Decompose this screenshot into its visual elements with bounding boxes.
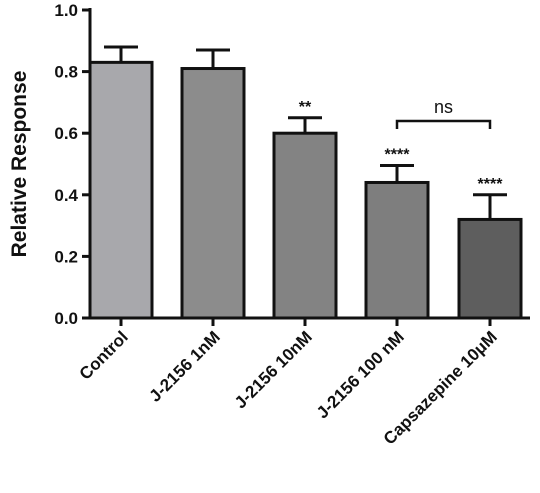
- y-tick-label-4: 0.8: [54, 63, 78, 82]
- significance-label-2: **: [299, 99, 312, 116]
- x-tick-label-0: Control: [76, 327, 132, 383]
- y-tick-label-5: 1.0: [54, 1, 78, 20]
- significance-bracket: [395, 119, 492, 129]
- significance-label-3: ****: [385, 147, 411, 164]
- bar-2: [272, 131, 338, 320]
- x-tick-label-3: J-2156 100 nM: [313, 327, 408, 422]
- y-axis-label: Relative Response: [8, 71, 31, 258]
- bar-4: [457, 217, 523, 320]
- y-tick-label-3: 0.6: [54, 124, 78, 143]
- bracket-label: ns: [434, 97, 453, 117]
- y-tick-label-2: 0.4: [54, 186, 78, 205]
- x-tick-label-2: J-2156 10nM: [231, 327, 316, 412]
- bar-0: [88, 60, 154, 320]
- x-tick-label-1: J-2156 1nM: [146, 327, 224, 405]
- bar-3: [364, 180, 430, 320]
- y-tick-label-0: 0.0: [54, 309, 78, 328]
- bar-1: [180, 67, 246, 320]
- significance-label-4: ****: [478, 176, 504, 193]
- y-tick-label-1: 0.2: [54, 247, 78, 266]
